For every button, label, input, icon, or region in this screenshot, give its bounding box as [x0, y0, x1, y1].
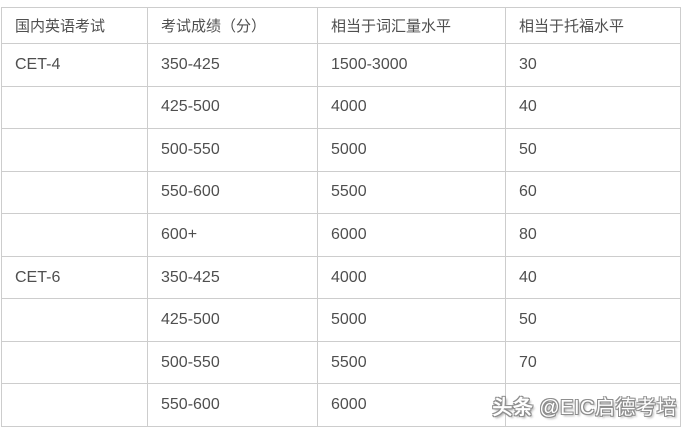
table-row: 425-500 5000 50 [1, 298, 681, 342]
table-cell: 550-600 [147, 170, 318, 215]
table-cell: CET-6 [1, 255, 148, 300]
table-cell: 350-425 [147, 43, 318, 87]
table-cell: 550-600 [147, 383, 318, 427]
table-row: 500-550 5000 50 [1, 128, 681, 172]
table-cell: 50 [505, 128, 681, 172]
table-cell: 5000 [317, 298, 506, 342]
table-row: 500-550 5500 70 [1, 340, 681, 385]
table-cell: 70 [505, 340, 681, 385]
table-cell [1, 170, 148, 215]
table-cell [1, 128, 148, 172]
table-cell [1, 213, 148, 257]
table-row: 550-600 5500 60 [1, 170, 681, 215]
table-cell: 600+ [147, 213, 318, 257]
score-comparison-table: 国内英语考试 考试成绩（分） 相当于词汇量水平 相当于托福水平 CET-4 350-42… [1, 7, 681, 427]
table-cell: 40 [505, 255, 681, 300]
table-body: CET-4 350-425 1500-3000 30 425-500 4000 40 500-… [1, 43, 681, 427]
table-cell: 6000 [317, 213, 506, 257]
table-row: 425-500 4000 40 [1, 85, 681, 130]
column-header: 考试成绩（分） [147, 7, 318, 44]
table-row: 600+ 6000 80 [1, 213, 681, 257]
table-cell: CET-4 [1, 43, 148, 87]
table-cell: 1500-3000 [317, 43, 506, 87]
table-cell [1, 383, 148, 427]
table-cell: 40 [505, 85, 681, 130]
table-cell [1, 298, 148, 342]
toutiao-watermark: 头条 @EIC启德考培 [492, 398, 677, 418]
table-cell [1, 85, 148, 130]
table-cell: 500-550 [147, 340, 318, 385]
table-cell: 6000 [317, 383, 506, 427]
table-cell: 425-500 [147, 298, 318, 342]
table-header: 国内英语考试 考试成绩（分） 相当于词汇量水平 相当于托福水平 [1, 7, 681, 44]
table-row: 550-600 6000 [1, 383, 681, 427]
table-cell: 50 [505, 298, 681, 342]
table-cell: 80 [505, 213, 681, 257]
table-cell: 60 [505, 170, 681, 215]
table-cell: 5000 [317, 128, 506, 172]
table-row: CET-6 350-425 4000 40 [1, 255, 681, 300]
table-cell [1, 340, 148, 385]
table-cell: 4000 [317, 255, 506, 300]
table-cell: 4000 [317, 85, 506, 130]
table-cell: 30 [505, 43, 681, 87]
column-header: 相当于托福水平 [505, 7, 681, 44]
table-cell: 500-550 [147, 128, 318, 172]
toutiao-logo-text: 头条 [492, 397, 534, 419]
column-header: 相当于词汇量水平 [317, 7, 506, 44]
header-row: 国内英语考试 考试成绩（分） 相当于词汇量水平 相当于托福水平 [1, 7, 681, 44]
table-cell [505, 383, 681, 427]
table-cell: 350-425 [147, 255, 318, 300]
watermark-handle: @EIC启德考培 [539, 397, 677, 419]
table-cell: 425-500 [147, 85, 318, 130]
table-row: CET-4 350-425 1500-3000 30 [1, 43, 681, 87]
table-cell: 5500 [317, 170, 506, 215]
exam-score-table-container: 国内英语考试 考试成绩（分） 相当于词汇量水平 相当于托福水平 CET-4 350-42… [1, 7, 681, 427]
column-header: 国内英语考试 [1, 7, 148, 44]
table-cell: 5500 [317, 340, 506, 385]
